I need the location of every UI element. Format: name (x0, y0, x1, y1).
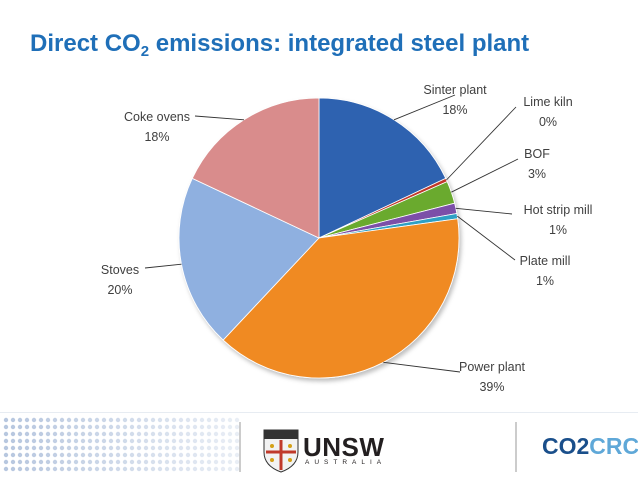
dot-pattern (3, 417, 240, 472)
leader-line-bof (451, 158, 519, 193)
unsw-crest (263, 429, 299, 473)
slice-label-stoves: Stoves 20% (101, 260, 139, 300)
leader-line-sinter-plant (393, 94, 456, 121)
slice-label-plate-mill: Plate mill 1% (520, 251, 571, 291)
slice-label-percent: 0% (538, 115, 558, 129)
slice-label-name: Sinter plant (423, 83, 487, 97)
slice-label-percent: 3% (527, 167, 547, 181)
slice-label-lime-kiln: Lime kiln 0% (523, 92, 572, 132)
slice-label-sinter-plant: Sinter plant 18% (423, 80, 486, 120)
slice-label-percent: 1% (548, 223, 568, 237)
leader-line-plate-mill (457, 215, 516, 261)
unsw-logo-text: UNSW (303, 432, 385, 462)
pie-slice-power-plant (222, 218, 460, 379)
leader-line-stoves (144, 263, 182, 269)
slice-label-name: Hot strip mill (523, 203, 593, 217)
slice-label-percent: 18% (442, 103, 468, 117)
slice-label-power-plant: Power plant 39% (459, 357, 525, 397)
slice-label-name: Coke ovens (123, 110, 191, 124)
leader-line-lime-kiln (446, 106, 517, 181)
slice-label-bof: BOF 3% (524, 144, 550, 184)
leader-line-coke-ovens (194, 115, 245, 121)
slice-label-name: Power plant (458, 360, 526, 374)
slice-label-name: Stoves (100, 263, 140, 277)
slice-label-percent: 1% (535, 274, 555, 288)
leader-line-power-plant (383, 361, 461, 373)
slice-label-percent: 39% (479, 380, 505, 394)
unsw-logo-subtitle: AUSTRALIA (305, 459, 387, 466)
slice-label-name: Plate mill (519, 254, 571, 268)
slice-label-percent: 18% (144, 130, 170, 144)
pie-slice-coke-ovens (191, 97, 320, 239)
leader-line-hot-strip-mill (455, 207, 513, 215)
pie-chart (144, 94, 519, 379)
co2crc-logo: CO2CRC (542, 433, 638, 459)
pie-slice-sinter-plant (318, 97, 447, 239)
slice-label-coke-ovens: Coke ovens 18% (124, 107, 190, 147)
slice-label-hot-strip-mill: Hot strip mill 1% (524, 200, 593, 240)
footer-band (0, 412, 638, 473)
slice-label-percent: 20% (107, 283, 133, 297)
slice-label-name: BOF (524, 147, 550, 161)
slice-label-name: Lime kiln (523, 95, 573, 109)
page-title: Direct CO2 emissions: integrated steel p… (30, 30, 530, 60)
